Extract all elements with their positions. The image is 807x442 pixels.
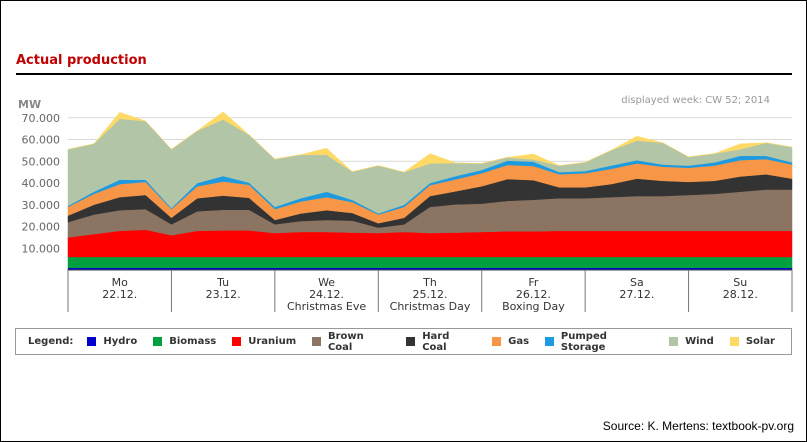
legend-label: Pumped Storage [560,330,607,353]
x-tick-label: 22.12. [102,288,137,301]
x-tick-label: Christmas Eve [287,300,366,313]
x-tick-label: 24.12. [309,288,344,301]
legend-label: Brown Coal [327,330,364,353]
y-tick-label: 30.000 [22,199,61,212]
x-tick-label: 25.12. [413,288,448,301]
legend-item-gas: Gas [492,336,529,347]
week-note: displayed week: CW 52; 2014 [621,95,770,106]
production-chart: 10.000 20.000 30.000 40.000 50.000 60.000 70.0… [18,95,793,313]
x-tick-label: Sa [630,276,644,289]
legend-swatch [312,337,321,346]
y-axis-label: MW [18,98,41,111]
x-tick-label: Tu [216,276,229,289]
y-tick-label: 70.000 [22,112,61,125]
legend-swatch [729,337,739,346]
legend-item-hydro: Hydro [87,336,137,347]
x-tick-label: 28.12. [723,288,758,301]
legend-item-hard-coal: Hard Coal [406,331,476,353]
legend-label: Wind [685,336,714,347]
legend-swatch [545,337,554,346]
legend-swatch [87,337,97,346]
legend-label: Hydro [103,336,138,347]
legend-item-wind: Wind [669,336,714,347]
legend-swatch [232,337,242,346]
x-tick-label: Mo [112,276,128,289]
legend-title: Legend: [28,336,74,347]
x-tick-label: 23.12. [206,288,241,301]
legend: Legend: Hydro Biomass Uranium Brown Coal Har… [15,328,792,355]
y-tick-label: 10.000 [22,242,61,255]
legend-label: Gas [508,336,530,347]
x-tick-label: Boxing Day [502,300,565,313]
y-tick-label: 50.000 [22,155,61,168]
x-tick-label: Christmas Day [390,300,471,313]
page-title: Actual production [16,53,147,68]
x-tick-label: Fr [528,276,539,289]
legend-item-pumped-storage: Pumped Storage [545,331,653,353]
y-tick-label: 20.000 [22,221,61,234]
source-caption: Source: K. Mertens: textbook-pv.org [602,419,794,433]
title-divider [16,73,792,75]
y-tick-label: 40.000 [22,177,61,190]
legend-item-biomass: Biomass [153,336,216,347]
legend-swatch [492,337,502,346]
legend-swatch [669,337,679,346]
legend-item-uranium: Uranium [232,336,296,347]
legend-swatch [406,337,416,346]
legend-label: Biomass [169,336,217,347]
legend-swatch [153,337,163,346]
x-tick-label: We [318,276,335,289]
legend-label: Solar [745,336,775,347]
legend-label: Hard Coal [422,330,450,353]
x-tick-label: Th [422,276,437,289]
x-tick-label: 27.12. [619,288,654,301]
legend-item-solar: Solar [729,336,775,347]
legend-label: Uranium [248,336,297,347]
x-tick-label: Su [733,276,747,289]
legend-item-brown-coal: Brown Coal [312,331,390,353]
x-tick-label: 26.12. [516,288,551,301]
area-biomass [67,256,793,269]
y-tick-label: 60.000 [22,134,61,147]
